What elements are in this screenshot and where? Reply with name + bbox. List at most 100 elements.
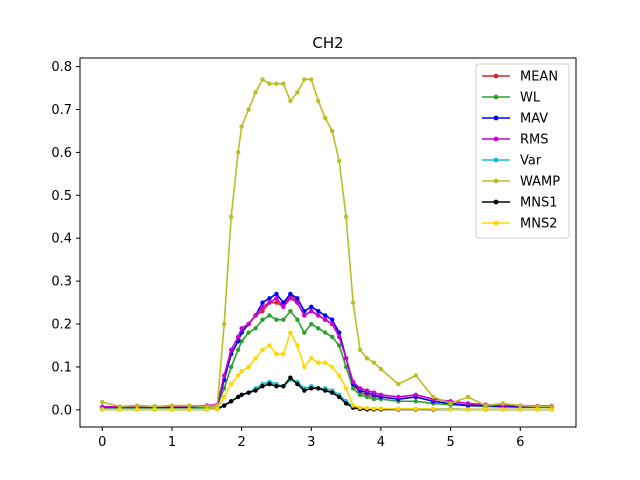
data-point-mns1 [228, 399, 234, 404]
y-axis: 0.0 0.1 0.2 0.3 0.4 0.5 0.6 0.7 0.8 [51, 60, 80, 418]
data-point-rms [465, 401, 471, 406]
data-point-mns2 [239, 369, 244, 374]
data-point-mns2 [253, 356, 258, 361]
data-point-wl [260, 317, 265, 322]
data-point-mns1 [281, 384, 286, 389]
data-point-mns2 [329, 364, 335, 370]
data-point-wamp [535, 404, 540, 409]
legend-item-wl: WL [482, 91, 541, 106]
data-point-mns2 [364, 405, 370, 411]
series-line-wl [102, 310, 552, 409]
series-mav [100, 291, 554, 410]
data-point-wamp [100, 399, 105, 405]
data-point-rms [343, 356, 349, 361]
data-point-rms [302, 313, 307, 318]
legend-item-mns2: MNS2 [482, 217, 557, 232]
data-point-wl [246, 330, 251, 335]
legend-item-mean: MEAN [482, 70, 558, 85]
data-point-mns2 [295, 343, 300, 348]
x-tick-label: 1 [168, 435, 176, 450]
data-point-mns2 [535, 407, 540, 412]
legend-item-mav: MAV [482, 112, 548, 127]
data-point-wl [222, 386, 227, 391]
data-point-rms [316, 313, 321, 318]
data-point-rms [228, 347, 234, 352]
data-point-mns1 [260, 384, 265, 389]
data-point-wl [350, 386, 356, 391]
data-point-mns1 [239, 392, 244, 398]
plot-frame [79, 57, 577, 428]
data-point-mns2 [518, 407, 523, 412]
data-point-mav [323, 313, 328, 318]
data-point-wl [357, 392, 363, 398]
data-point-mns1 [302, 388, 307, 393]
data-point-mns2 [274, 351, 279, 357]
legend-item-wamp: WAMP [482, 175, 560, 190]
data-point-mns2 [350, 403, 356, 408]
legend-marker-rms [493, 136, 499, 142]
data-point-mns1 [235, 394, 241, 400]
data-point-wamp [295, 90, 300, 95]
legend-label-mns1: MNS1 [520, 196, 557, 211]
series-wamp [100, 77, 554, 409]
data-point-mns2 [448, 407, 453, 412]
data-point-mns2 [483, 407, 488, 412]
data-point-mns2 [500, 407, 506, 412]
data-point-wamp [134, 403, 140, 408]
data-point-rms [396, 394, 401, 400]
series-wl [100, 308, 554, 411]
data-point-rms [378, 392, 384, 398]
data-point-mns1 [343, 401, 349, 406]
data-point-wamp [204, 404, 209, 409]
series-mean [100, 291, 554, 410]
data-point-wamp [228, 214, 234, 219]
data-point-mav [267, 296, 272, 301]
data-point-mns1 [336, 394, 342, 400]
legend-label-wl: WL [520, 91, 541, 106]
data-point-wl [343, 364, 349, 370]
x-tick-label: 0 [98, 435, 106, 450]
data-point-rms [246, 321, 251, 327]
data-point-mns2 [371, 406, 377, 411]
data-point-wamp [343, 214, 349, 219]
data-point-mns2 [343, 386, 349, 391]
data-point-wl [228, 364, 234, 370]
data-point-rms [357, 386, 363, 391]
data-point-wl [253, 326, 258, 331]
data-point-wamp [430, 394, 436, 400]
data-point-wl [323, 330, 328, 335]
legend-marker-wamp [493, 178, 499, 184]
legend-item-rms: RMS [482, 133, 549, 148]
series-mns2 [100, 330, 554, 412]
data-point-rms [274, 296, 279, 301]
data-point-mav [329, 317, 335, 322]
legend-item-mns1: MNS1 [482, 196, 557, 211]
data-point-wamp [350, 300, 356, 305]
series-layer [100, 77, 554, 412]
legend-label-mns2: MNS2 [520, 217, 557, 232]
data-point-wamp [316, 98, 321, 104]
data-point-mns2 [169, 407, 175, 412]
y-tick-label: 0.4 [51, 232, 72, 247]
data-point-mav [295, 296, 300, 301]
data-point-wamp [187, 403, 192, 408]
y-tick-label: 0.7 [51, 103, 72, 118]
data-point-wamp [239, 124, 244, 129]
data-point-wamp [253, 90, 258, 95]
data-point-wl [281, 317, 286, 322]
data-point-mean [260, 308, 265, 314]
data-point-rms [350, 379, 356, 385]
data-point-mns2 [260, 347, 265, 352]
data-point-mns2 [215, 406, 220, 412]
data-point-wl [364, 394, 370, 400]
data-point-mns2 [246, 364, 251, 370]
chart-title: CH2 [312, 34, 343, 52]
data-point-wamp [246, 107, 251, 112]
data-point-mns1 [288, 375, 293, 380]
data-point-mean [274, 300, 279, 305]
legend-label-mean: MEAN [520, 70, 558, 85]
data-point-mns2 [465, 407, 471, 412]
data-point-wamp [323, 115, 328, 121]
legend-marker-mean [493, 73, 499, 79]
data-point-rms [329, 321, 335, 327]
